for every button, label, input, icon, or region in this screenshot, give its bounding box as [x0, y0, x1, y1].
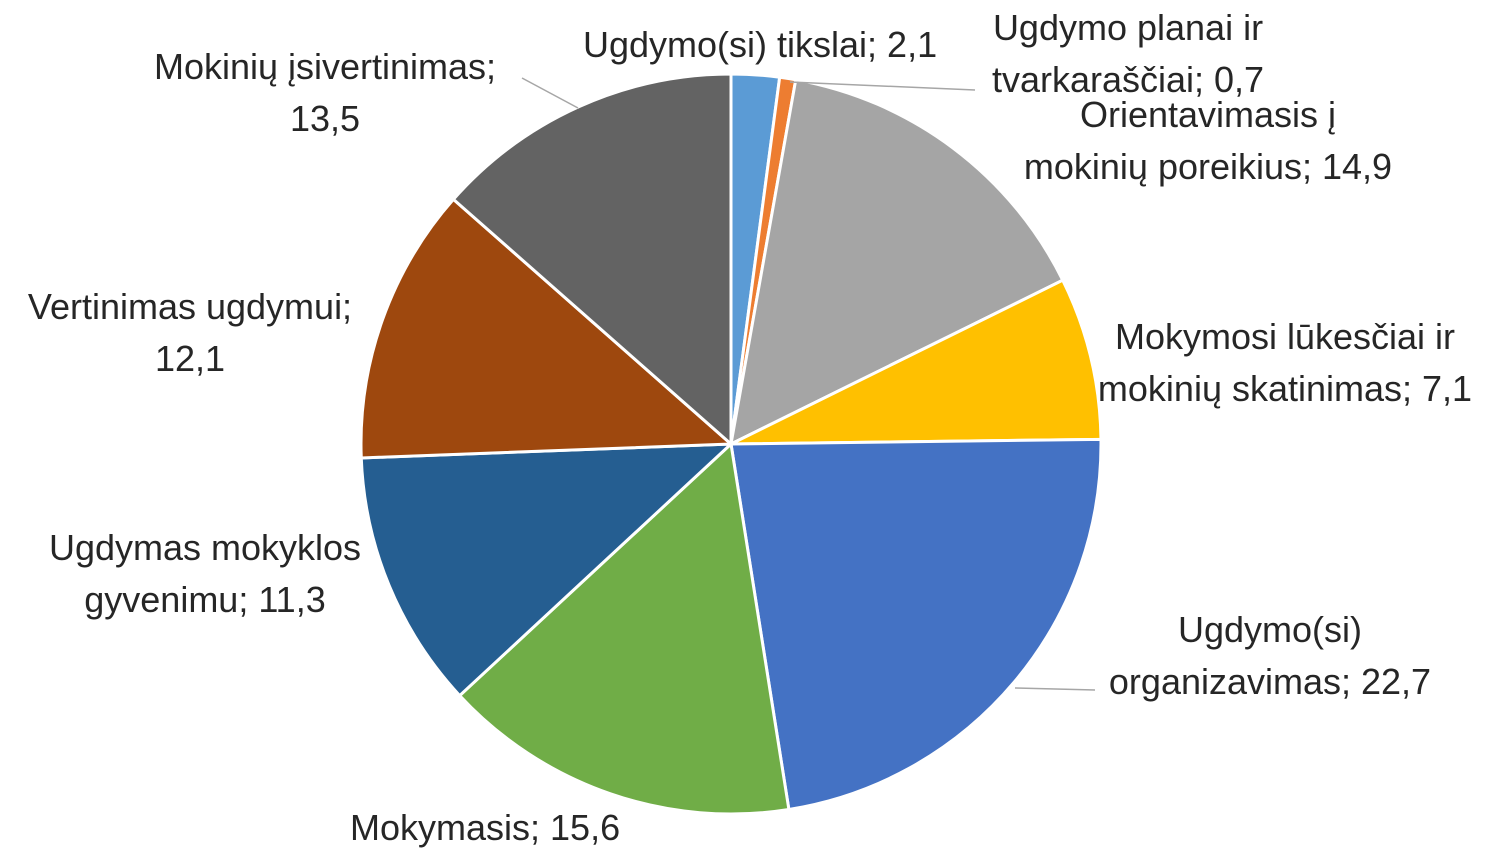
pie [359, 72, 1103, 816]
data-label: Orientavimasis į mokinių poreikius; 14,9 [1023, 94, 1393, 187]
data-label: Mokymasis; 15,6 [350, 807, 621, 848]
data-label: Ugdymas mokyklos gyvenimu; 11,3 [48, 527, 362, 620]
pie-slice [730, 278, 1103, 446]
data-label: Ugdymo planai ir tvarkaraščiai; 0,7 [991, 7, 1265, 100]
pie-slice [729, 437, 1103, 812]
pie-slice [359, 197, 735, 460]
data-label: Ugdymo(si) tikslai; 2,1 [583, 24, 938, 65]
pie-slice [451, 72, 733, 448]
leader-line [789, 81, 976, 91]
pie-slice [359, 442, 735, 698]
leader-line [521, 77, 579, 109]
data-label: Mokymosi lūkesčiai ir mokinių skatinimas… [1097, 316, 1473, 409]
data-label: Mokinių įsivertinimas; 13,5 [153, 46, 497, 139]
pie-slice [457, 440, 791, 816]
data-label: Vertinimas ugdymui; 12,1 [27, 286, 353, 379]
leader-line [1014, 687, 1096, 691]
pie-slice [729, 77, 1065, 447]
data-label: Ugdymo(si) organizavimas; 22,7 [1108, 609, 1432, 702]
